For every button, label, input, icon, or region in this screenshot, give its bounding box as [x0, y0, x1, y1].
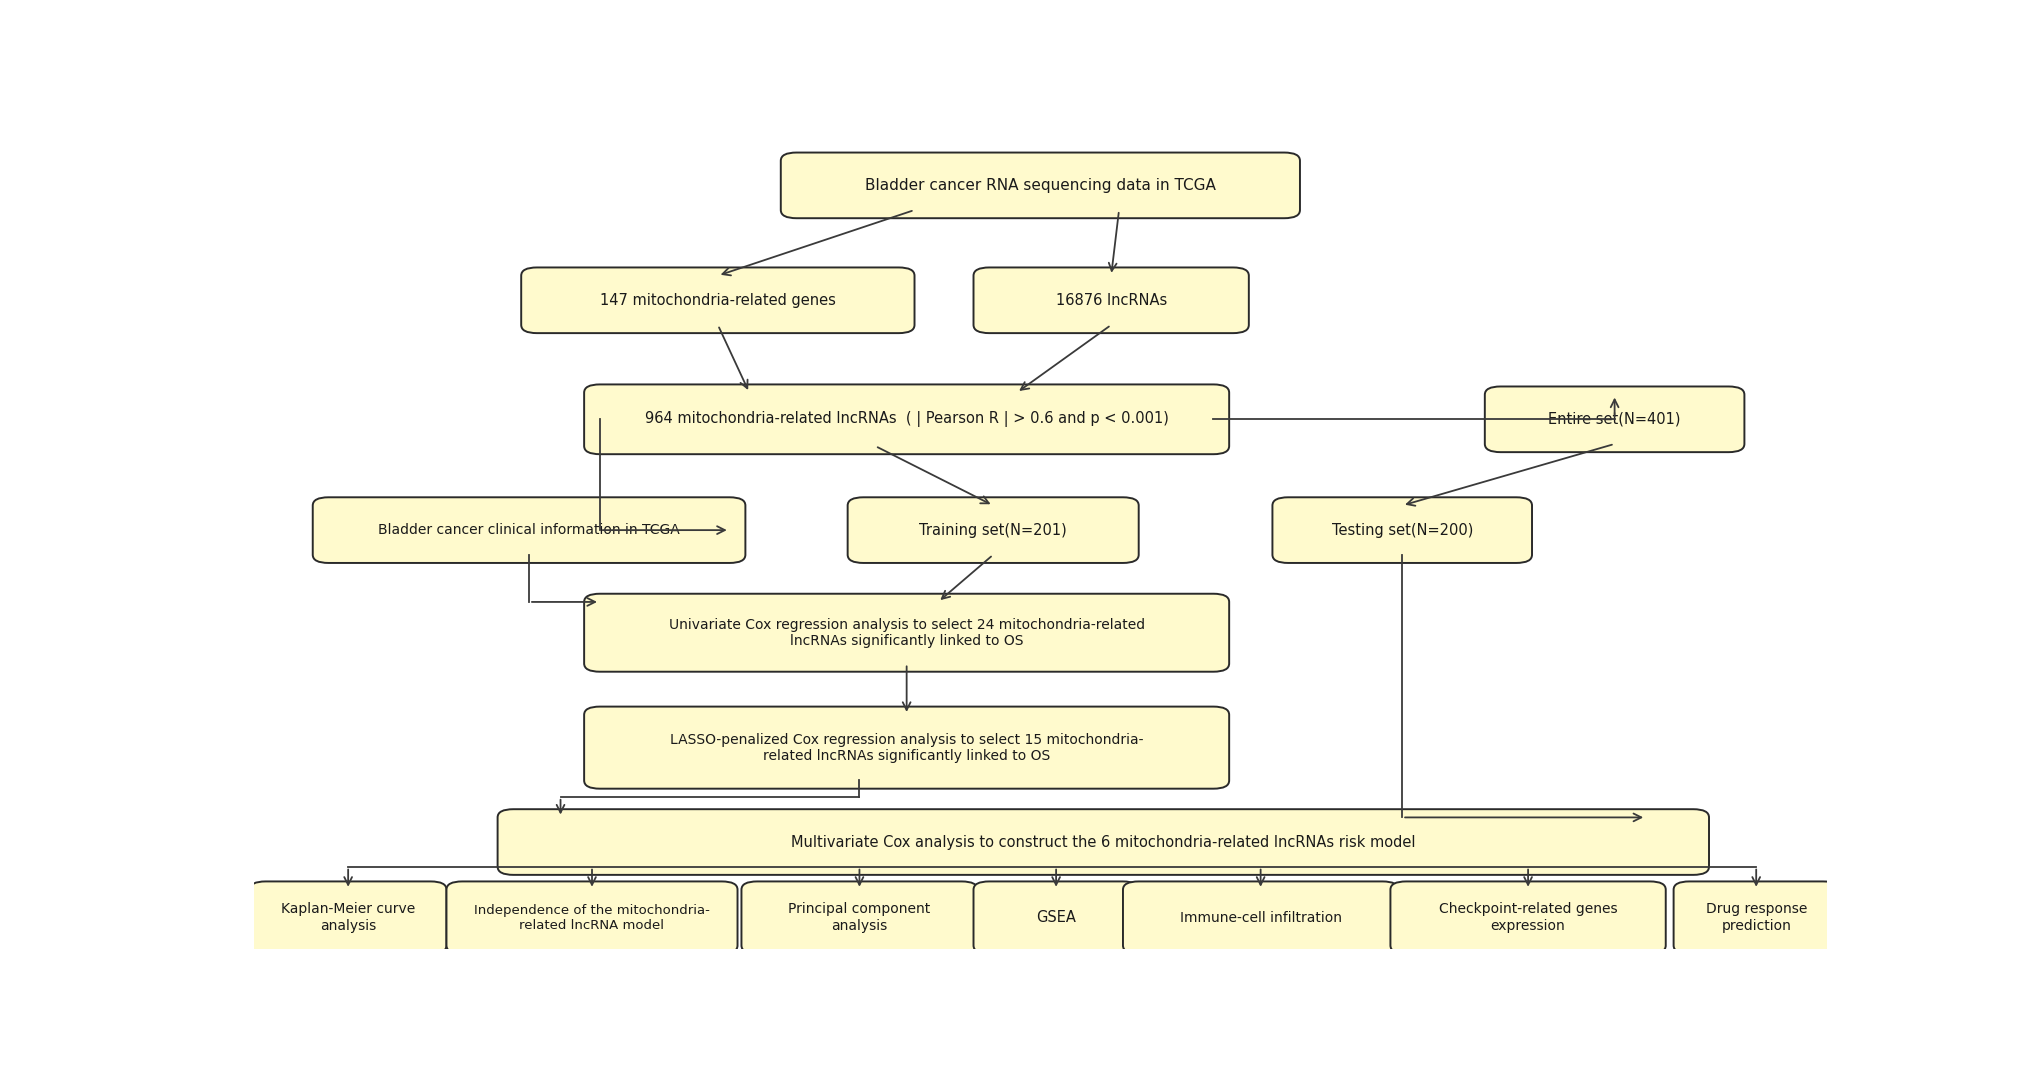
Text: Univariate Cox regression analysis to select 24 mitochondria-related
lncRNAs sig: Univariate Cox regression analysis to se…	[668, 617, 1145, 648]
Text: Independence of the mitochondria-
related lncRNA model: Independence of the mitochondria- relate…	[475, 904, 710, 932]
FancyBboxPatch shape	[497, 809, 1709, 875]
Text: GSEA: GSEA	[1035, 910, 1076, 925]
FancyBboxPatch shape	[782, 152, 1299, 219]
FancyBboxPatch shape	[849, 497, 1139, 563]
FancyBboxPatch shape	[585, 594, 1228, 672]
Text: Principal component
analysis: Principal component analysis	[788, 903, 930, 933]
Text: 147 mitochondria-related genes: 147 mitochondria-related genes	[601, 293, 836, 308]
FancyBboxPatch shape	[522, 268, 914, 333]
Text: Multivariate Cox analysis to construct the 6 mitochondria-related lncRNAs risk m: Multivariate Cox analysis to construct t…	[792, 835, 1415, 850]
Text: LASSO-penalized Cox regression analysis to select 15 mitochondria-
related lncRN: LASSO-penalized Cox regression analysis …	[670, 732, 1143, 763]
Text: 16876 lncRNAs: 16876 lncRNAs	[1056, 293, 1167, 308]
Text: Checkpoint-related genes
expression: Checkpoint-related genes expression	[1439, 903, 1618, 933]
FancyBboxPatch shape	[447, 882, 737, 954]
FancyBboxPatch shape	[1123, 882, 1399, 954]
FancyBboxPatch shape	[1391, 882, 1667, 954]
Text: 964 mitochondria-related lncRNAs  ( | Pearson R | > 0.6 and p < 0.001): 964 mitochondria-related lncRNAs ( | Pea…	[646, 411, 1169, 427]
Text: Bladder cancer RNA sequencing data in TCGA: Bladder cancer RNA sequencing data in TC…	[865, 178, 1216, 193]
FancyBboxPatch shape	[1273, 497, 1533, 563]
Text: Entire set(N=401): Entire set(N=401)	[1549, 411, 1681, 426]
Text: Kaplan-Meier curve
analysis: Kaplan-Meier curve analysis	[280, 903, 416, 933]
Text: Training set(N=201): Training set(N=201)	[920, 522, 1068, 537]
FancyBboxPatch shape	[250, 882, 447, 954]
FancyBboxPatch shape	[974, 882, 1139, 954]
FancyBboxPatch shape	[313, 497, 745, 563]
Text: Drug response
prediction: Drug response prediction	[1705, 903, 1807, 933]
FancyBboxPatch shape	[585, 385, 1228, 454]
Text: Testing set(N=200): Testing set(N=200)	[1332, 522, 1474, 537]
FancyBboxPatch shape	[1673, 882, 1839, 954]
Text: Bladder cancer clinical information in TCGA: Bladder cancer clinical information in T…	[378, 523, 680, 537]
FancyBboxPatch shape	[1484, 387, 1744, 452]
FancyBboxPatch shape	[974, 268, 1248, 333]
Text: Immune-cell infiltration: Immune-cell infiltration	[1179, 910, 1342, 924]
FancyBboxPatch shape	[585, 707, 1228, 789]
FancyBboxPatch shape	[741, 882, 976, 954]
